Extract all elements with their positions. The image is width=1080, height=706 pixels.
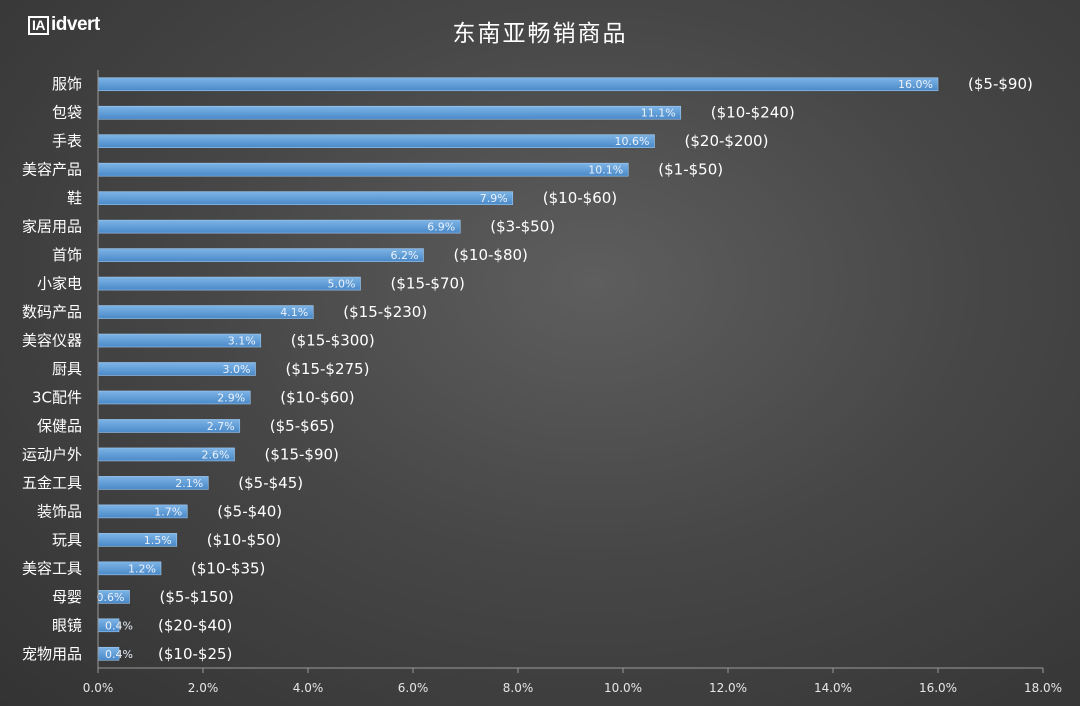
category-label: 小家电 [37, 275, 82, 293]
x-tick-label: 18.0% [1024, 681, 1062, 695]
x-tick-label: 0.0% [83, 681, 114, 695]
value-label: 1.7% [154, 505, 182, 518]
price-range-label: ($5-$150) [160, 588, 234, 606]
value-label: 11.1% [641, 107, 676, 120]
category-label: 美容工具 [22, 559, 82, 577]
value-label: 3.1% [228, 335, 256, 348]
category-label: 3C配件 [32, 388, 82, 406]
x-tick-label: 10.0% [604, 681, 642, 695]
chart-title: 东南亚畅销商品 [452, 21, 628, 47]
x-tick-label: 2.0% [188, 681, 219, 695]
x-tick-label: 12.0% [709, 681, 747, 695]
price-range-label: ($15-$300) [291, 332, 375, 350]
price-range-label: ($15-$70) [391, 275, 465, 293]
price-range-label: ($1-$50) [658, 161, 723, 179]
bar [97, 134, 655, 148]
value-label: 10.6% [615, 135, 650, 148]
category-label: 鞋 [67, 189, 82, 207]
bar [97, 248, 424, 262]
price-range-label: ($10-$60) [543, 189, 617, 207]
bar [97, 77, 939, 92]
bar [97, 219, 461, 234]
bar [97, 105, 682, 120]
category-label: 母婴 [52, 588, 82, 606]
x-tick-label: 14.0% [814, 681, 852, 695]
logo-mark: IA [28, 15, 49, 35]
category-label: 装饰品 [37, 502, 82, 520]
value-label: 2.7% [207, 420, 235, 433]
axis-layer: 0.0% 2.0% 4.0% 6.0% 8.0% 10.0% 12.0% 14.0% 16.0%… [83, 70, 1062, 695]
category-label: 厨具 [52, 360, 82, 378]
category-label: 包袋 [52, 104, 82, 122]
price-range-label: ($5-$40) [217, 502, 282, 520]
price-range-label: ($10-$60) [280, 388, 354, 406]
category-label: 美容产品 [22, 161, 82, 179]
bar [97, 191, 514, 205]
value-label: 5.0% [328, 278, 356, 291]
price-range-label: ($10-$240) [711, 104, 795, 122]
value-label: 2.9% [217, 391, 245, 404]
value-label: 1.5% [144, 534, 172, 547]
price-range-label: ($5-$65) [270, 417, 335, 435]
category-label: 手表 [52, 132, 82, 150]
price-range-label: ($15-$90) [265, 445, 339, 463]
category-label: 五金工具 [22, 474, 82, 492]
price-range-label: ($10-$35) [191, 559, 265, 577]
brand-logo: IA idvert [28, 14, 100, 36]
category-label: 服饰 [52, 75, 82, 93]
price-range-label: ($5-$90) [968, 75, 1033, 93]
value-label: 1.2% [128, 562, 156, 575]
bar [97, 162, 629, 177]
value-label: 2.1% [175, 477, 203, 490]
category-label: 美容仪器 [22, 332, 82, 350]
value-label: 6.9% [427, 221, 455, 234]
value-label: 4.1% [280, 306, 308, 319]
category-label: 首饰 [52, 246, 82, 264]
value-label: 0.4% [105, 619, 133, 632]
price-range-label: ($10-$80) [454, 246, 528, 264]
price-range-label: ($3-$50) [490, 218, 555, 236]
price-range-label: ($15-$230) [343, 303, 427, 321]
x-tick-label: 16.0% [919, 681, 957, 695]
price-range-label: ($10-$50) [207, 531, 281, 549]
value-label: 10.1% [588, 164, 623, 177]
bar [97, 276, 361, 291]
price-range-label: ($10-$25) [158, 645, 232, 663]
value-label: 6.2% [391, 249, 419, 262]
category-label: 保健品 [37, 417, 82, 435]
price-range-label: ($5-$45) [238, 474, 303, 492]
value-label: 2.6% [202, 448, 230, 461]
value-label: 3.0% [223, 363, 251, 376]
value-label: 0.6% [97, 591, 125, 604]
value-label: 0.4% [105, 648, 133, 661]
price-range-label: ($20-$200) [685, 132, 769, 150]
x-tick-label: 6.0% [398, 681, 429, 695]
bars-layer: 服饰 16.0% ($5-$90) 包袋 11.1% ($10-$240) 手表 10.6% (… [22, 75, 1033, 663]
category-label: 眼镜 [52, 616, 82, 634]
category-label: 家居用品 [22, 218, 82, 236]
category-label: 宠物用品 [22, 645, 82, 663]
category-label: 玩具 [52, 531, 82, 549]
value-label: 16.0% [898, 78, 933, 91]
x-tick-label: 4.0% [293, 681, 324, 695]
value-label: 7.9% [480, 192, 508, 205]
category-label: 运动户外 [22, 445, 82, 463]
x-tick-label: 8.0% [503, 681, 534, 695]
category-label: 数码产品 [22, 303, 82, 321]
price-range-label: ($20-$40) [158, 616, 232, 634]
logo-text: idvert [51, 14, 100, 35]
price-range-label: ($15-$275) [286, 360, 370, 378]
